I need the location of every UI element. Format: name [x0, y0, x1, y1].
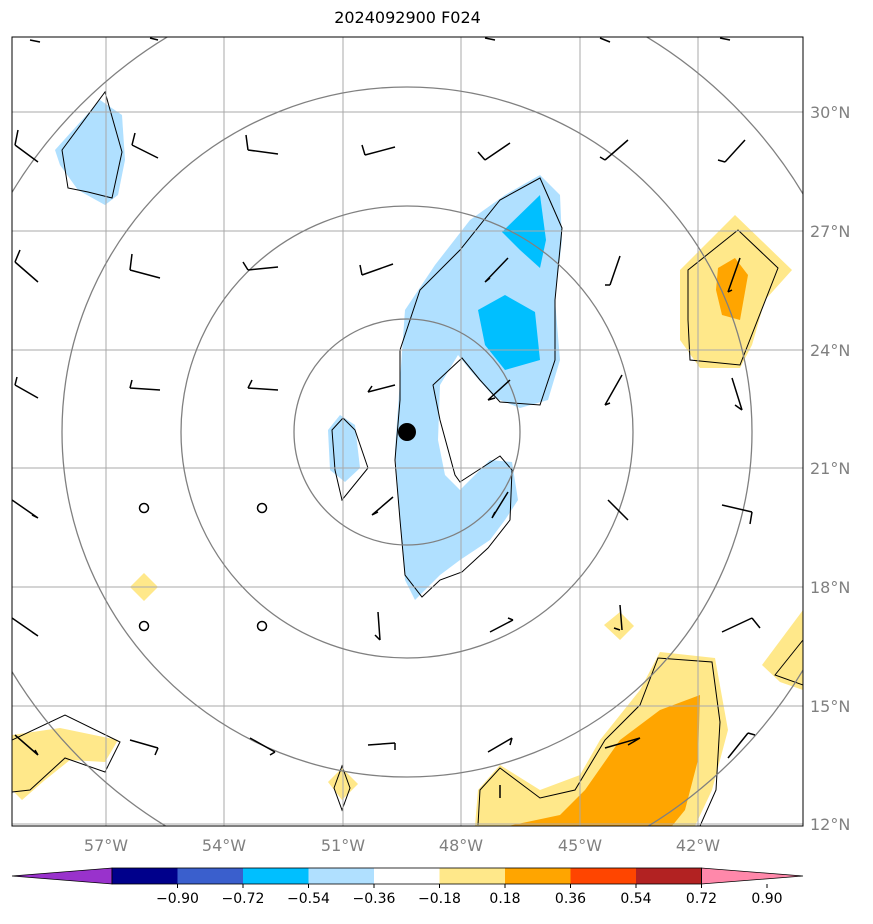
lon-tick-label: 54°W: [202, 836, 246, 855]
colorbar-segment: [243, 868, 309, 884]
wind-barbs: [12, 37, 761, 798]
range-ring-3deg: [293, 318, 521, 546]
range-rings: [12, 37, 803, 826]
colorbar-tick-label: 0.90: [751, 891, 782, 907]
lat-tick-label: 27°N: [810, 222, 850, 241]
colorbar-tick-label: −0.18: [418, 891, 461, 907]
storm-center-marker: [398, 423, 416, 441]
lon-tick-label: 57°W: [84, 836, 128, 855]
colorbar-tick-label: 0.54: [620, 891, 651, 907]
strong-positive-core: [716, 258, 748, 320]
shaded-fields: [12, 100, 803, 826]
colorbar-extend-min: [11, 867, 113, 885]
colorbar-segment: [505, 868, 571, 884]
colorbar-segment: [308, 868, 375, 884]
colorbar-tick-label: −0.54: [287, 891, 330, 907]
positive-anomaly-area: [604, 612, 634, 640]
colorbar-tick-label: −0.72: [222, 891, 265, 907]
colorbar-segment: [439, 868, 506, 884]
colorbar-outline: [111, 867, 702, 885]
colorbar-segment: [177, 868, 244, 884]
map-title: 2024092900 F024: [334, 8, 481, 27]
colorbar-tick-label: −0.36: [353, 891, 396, 907]
lon-axis: 57°W 54°W 51°W 48°W 45°W 42°W: [84, 836, 720, 855]
calm-markers: [138, 502, 268, 632]
map-frame: [11, 36, 804, 827]
strong-positive-core: [508, 695, 700, 826]
range-ring-6deg: [180, 205, 634, 659]
colorbar-segment: [570, 868, 637, 884]
lat-tick-label: 21°N: [810, 459, 850, 478]
negative-anomaly-band: [395, 175, 562, 600]
lat-tick-label: 24°N: [810, 341, 850, 360]
range-ring-9deg: [61, 86, 753, 778]
strong-negative-core: [478, 295, 540, 370]
lat-tick-label: 30°N: [810, 103, 850, 122]
lon-tick-label: 45°W: [558, 836, 602, 855]
positive-anomaly-area: [762, 610, 803, 690]
colorbar: −0.90 −0.72 −0.54 −0.36 −0.18 0.18 0.36 0.54 0.7…: [11, 867, 804, 907]
colorbar-tick-label: 0.18: [489, 891, 520, 907]
negative-anomaly-area: [328, 415, 360, 482]
colorbar-extend-max: [701, 867, 804, 885]
positive-anomaly-area: [12, 728, 118, 800]
lat-tick-label: 12°N: [810, 815, 850, 834]
colorbar-segment: [374, 868, 440, 884]
negative-anomaly-area: [55, 100, 125, 205]
colorbar-tick-label: 0.72: [686, 891, 717, 907]
lon-tick-label: 42°W: [676, 836, 720, 855]
colorbar-tick-label: −0.90: [156, 891, 199, 907]
colorbar-segment: [112, 868, 178, 884]
lat-tick-label: 18°N: [810, 578, 850, 597]
colorbar-tick-label: 0.36: [555, 891, 586, 907]
contour-lines: [12, 90, 803, 826]
lat-tick-label: 15°N: [810, 697, 850, 716]
lon-tick-label: 51°W: [321, 836, 365, 855]
colorbar-segment: [636, 868, 702, 884]
lat-axis: 30°N 27°N 24°N 21°N 18°N 15°N 12°N: [810, 103, 850, 834]
graticule: [12, 37, 803, 826]
lon-tick-label: 48°W: [439, 836, 483, 855]
